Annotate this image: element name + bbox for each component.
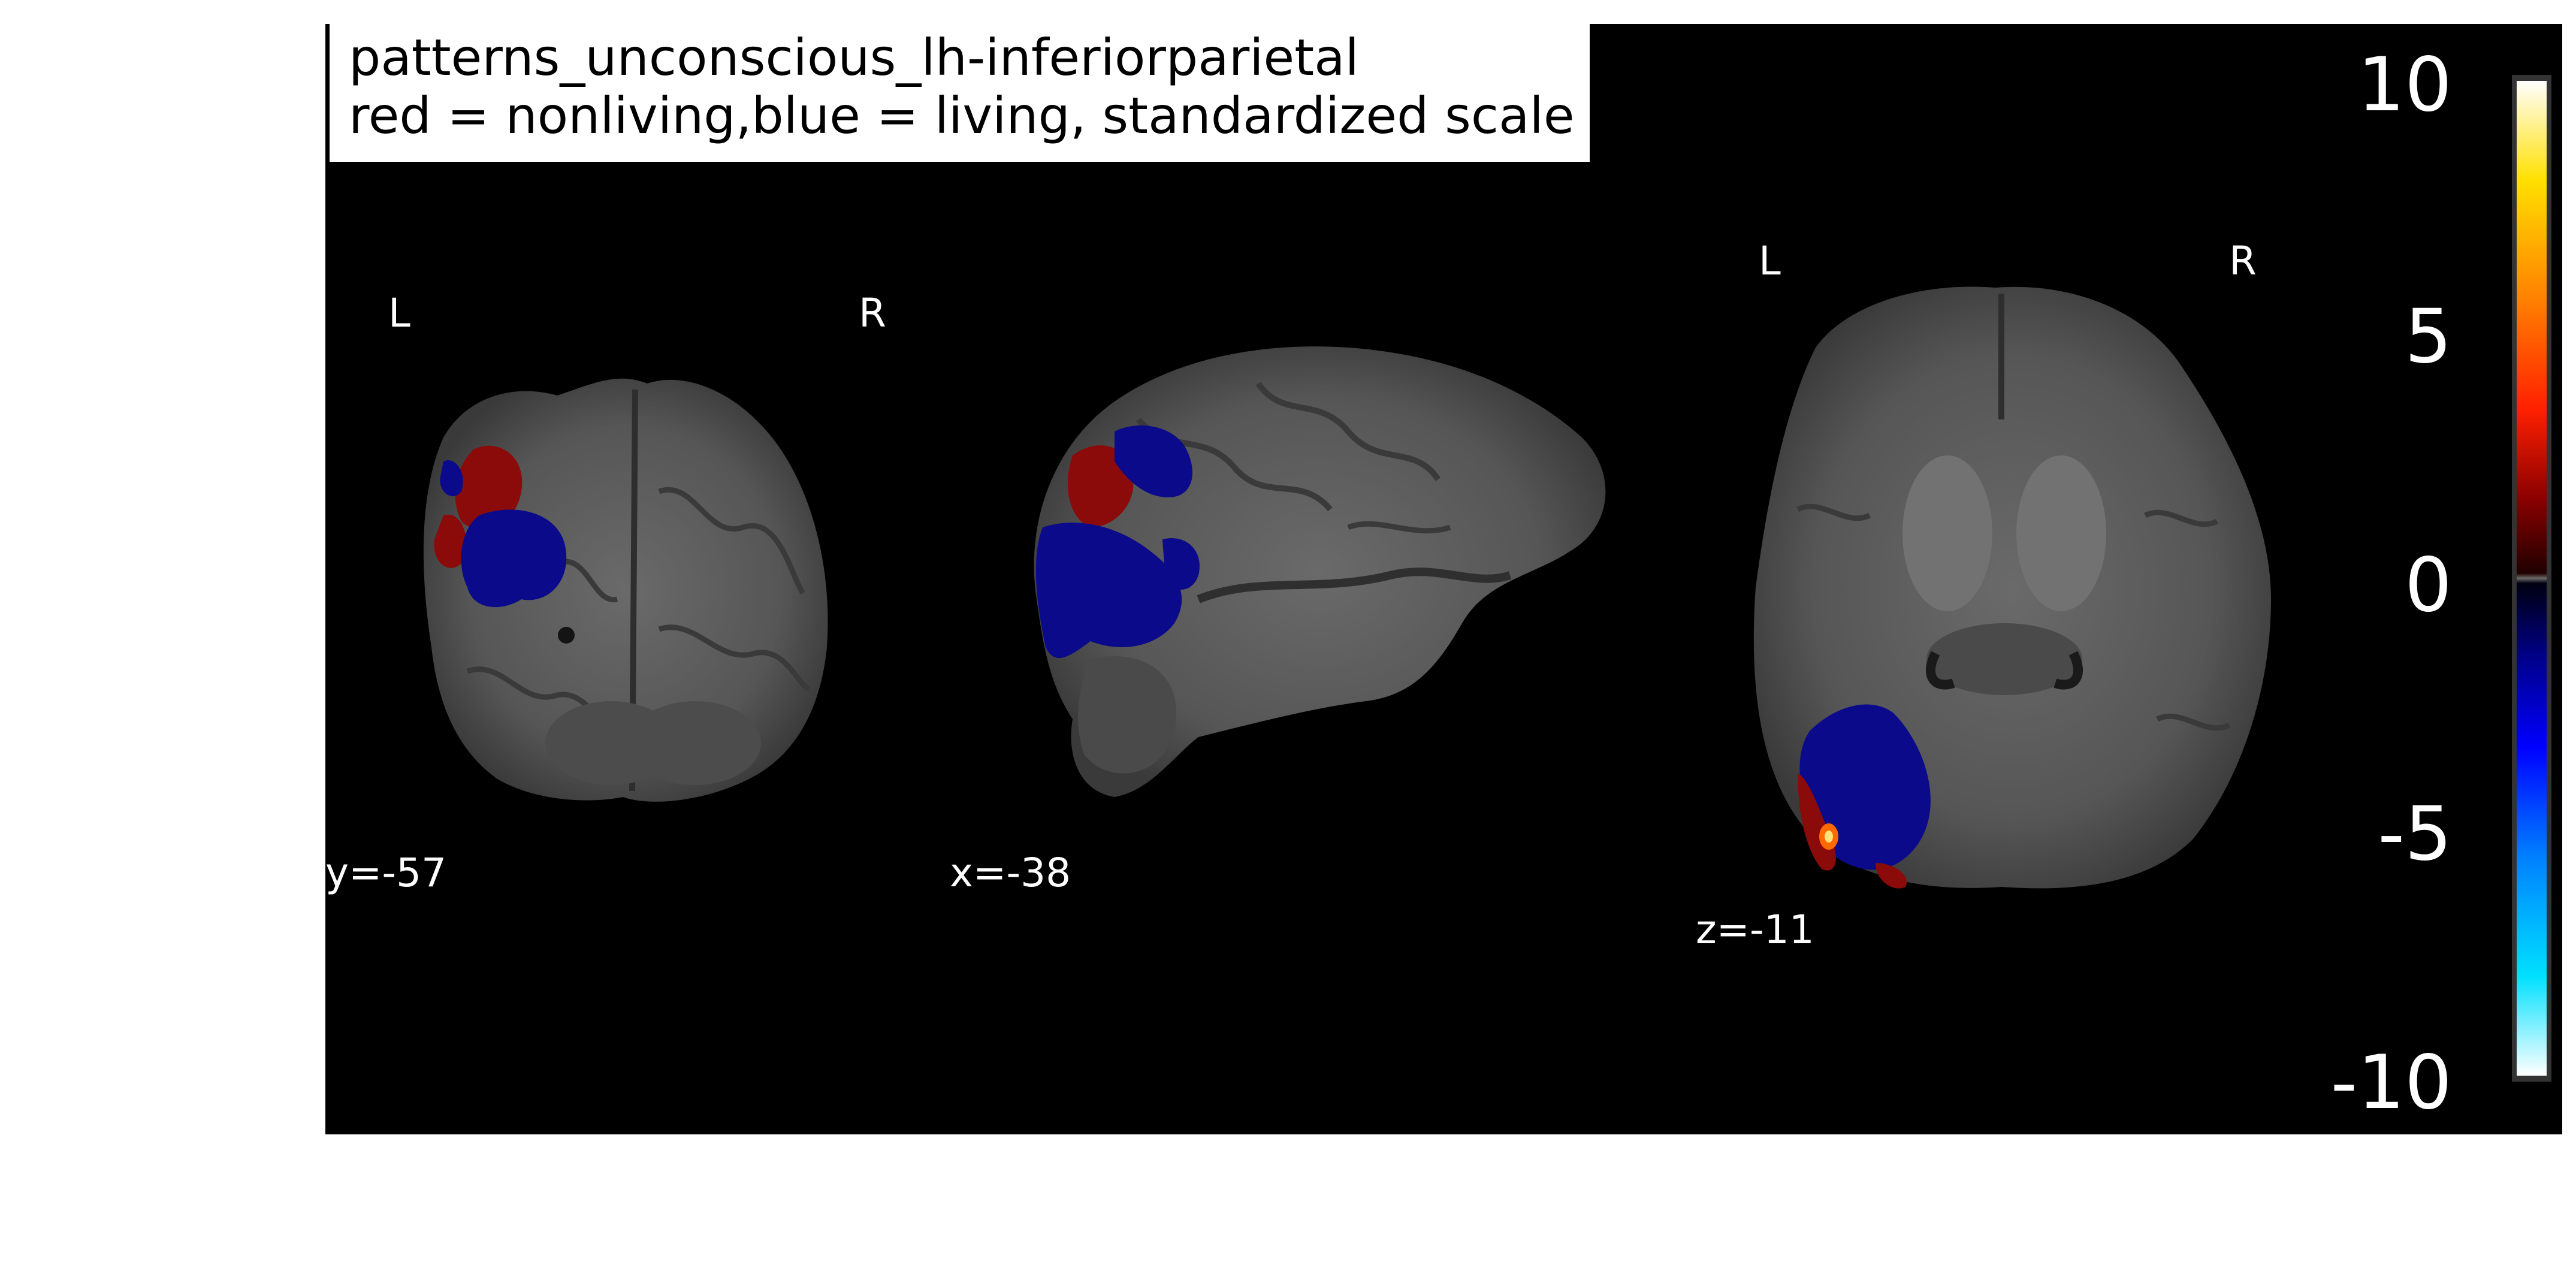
- colorbar: [2512, 75, 2551, 1082]
- colorbar-tick-minus-10: -10: [2330, 1040, 2452, 1126]
- coronal-left-label: L: [388, 290, 410, 336]
- colorbar-tick-minus-5: -5: [2378, 791, 2452, 877]
- title-box: [330, 24, 1590, 162]
- axial-left-label: L: [1759, 238, 1781, 284]
- panel-border: [325, 24, 329, 1134]
- axial-right-label: R: [2229, 238, 2257, 284]
- axial-slice: [1753, 286, 2271, 889]
- colorbar-tick-10: 10: [2357, 42, 2452, 128]
- sagittal-coord-label: x=-38: [950, 850, 1071, 896]
- colorbar-tick-0: 0: [2405, 542, 2452, 629]
- sagittal-slice: [1034, 346, 1606, 797]
- coronal-right-label: R: [859, 290, 886, 336]
- coronal-coord-label: y=-57: [325, 850, 447, 896]
- title-line-2: red = nonliving,blue = living, standardi…: [349, 86, 1575, 145]
- colorbar-tick-5: 5: [2405, 294, 2452, 380]
- coronal-slice: [423, 378, 828, 802]
- axial-coord-label: z=-11: [1696, 907, 1814, 953]
- title-line-1: patterns_unconscious_lh-inferiorparietal: [349, 28, 1359, 87]
